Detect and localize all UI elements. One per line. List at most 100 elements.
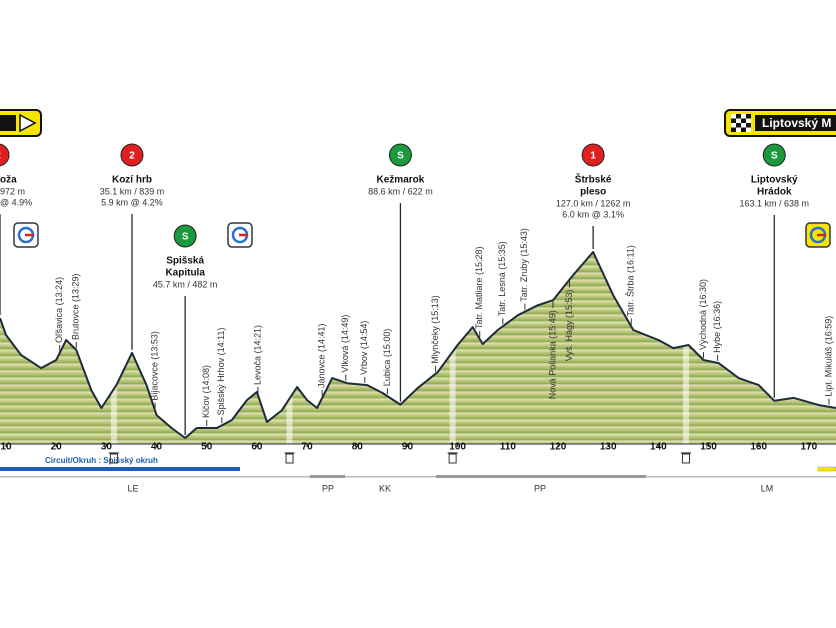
- place-label: Klčov (14:08): [201, 365, 211, 418]
- start-arrow: [19, 113, 37, 133]
- circuit-label: Circuit/Okruh : Spišský okruh: [45, 456, 158, 465]
- summit-info: 163.1 km / 638 m: [740, 198, 810, 208]
- zone-label: LE: [127, 483, 138, 493]
- x-tick-label: 60: [251, 442, 263, 453]
- x-tick-label: 70: [302, 442, 314, 453]
- x-tick-label: 130: [600, 442, 617, 453]
- category-label: S: [771, 151, 778, 162]
- x-tick-label: 40: [151, 442, 163, 453]
- start-inner: [0, 115, 16, 131]
- category-badge: [388, 143, 412, 167]
- place-label: Mlynčeky (15:13): [430, 295, 440, 364]
- summit-name: Hrádok: [757, 187, 792, 198]
- summit-name: oža: [0, 175, 17, 186]
- finish-inner: [755, 115, 836, 131]
- summit-name: pleso: [580, 187, 606, 198]
- place-label: Levoča (14:21): [252, 325, 262, 385]
- trash-body: [681, 453, 690, 464]
- summit-info: 88.6 km / 622 m: [368, 186, 433, 196]
- elevation-area: [0, 252, 836, 444]
- category-label: 1: [590, 151, 596, 162]
- place-label: Tatr. Štrba (16:11): [626, 245, 636, 316]
- zone-label: PP: [322, 483, 334, 493]
- place-label: Vrbov (14:54): [359, 321, 369, 375]
- zone-label: KK: [379, 483, 391, 493]
- place-label: Tatr. Lesná (15:35): [497, 241, 507, 316]
- category-badge: [581, 143, 605, 167]
- zone-seg: [436, 475, 646, 478]
- finish-checks: [731, 114, 751, 132]
- zone-seg: [310, 475, 345, 478]
- place-label: Lipt. Mikuláš (16:59): [823, 316, 833, 397]
- place-label: Východná (16:30): [698, 279, 708, 350]
- place-label: Bijacovce (13:53): [149, 331, 159, 401]
- elevation-line: [0, 251, 836, 439]
- x-tick-label: 90: [402, 442, 414, 453]
- place-label: Tatr. Zruby (15:43): [519, 228, 529, 302]
- place-label: Oľšavica (13:24): [54, 277, 64, 343]
- trash-icon: [680, 452, 691, 464]
- summit-info: 127.0 km / 1262 m: [556, 198, 631, 208]
- finish-flag: [731, 114, 751, 132]
- x-tick-label: 120: [550, 442, 567, 453]
- place-label: Ľubica (15:00): [382, 329, 392, 387]
- summit-name: Kežmarok: [377, 175, 425, 186]
- summit-name: Štrbské: [575, 173, 612, 186]
- x-tick-label: 110: [500, 442, 517, 453]
- trash-body: [448, 453, 457, 464]
- category-badge: [0, 143, 10, 167]
- feed-zone: [682, 345, 689, 444]
- summit-name: Kozí hrb: [112, 175, 152, 186]
- circuit-bar: [0, 467, 240, 471]
- summit-info: 5.9 km @ 4.2%: [101, 197, 163, 207]
- summit-info: 35.1 km / 839 m: [100, 186, 165, 196]
- summit-info: @ 4.9%: [0, 197, 32, 207]
- x-tick-label: 150: [700, 442, 717, 453]
- x-tick-label: 10: [0, 442, 12, 453]
- finish-label: Liptovský M: [762, 116, 831, 130]
- place-label: Brutovce (13:29): [71, 273, 81, 340]
- summit-name: Spišská: [166, 256, 204, 267]
- feed-zone: [110, 385, 117, 444]
- category-label: 2: [0, 151, 1, 162]
- x-tick-label: 80: [352, 442, 364, 453]
- trash-body: [109, 453, 118, 464]
- x-tick-label: 20: [51, 442, 63, 453]
- summit-name: Kapitula: [165, 268, 205, 279]
- x-tick-label: 50: [201, 442, 213, 453]
- trash-body: [285, 453, 294, 464]
- place-label: Tatr. Matliare (15:28): [474, 246, 484, 329]
- category-label: 2: [129, 151, 135, 162]
- place-label: Vlková (14:49): [340, 315, 350, 373]
- place-label: Spišský Hrhov (14:11): [216, 327, 226, 415]
- finish-zone: [817, 466, 836, 472]
- x-tick-label: 100: [449, 442, 466, 453]
- category-badge: [173, 224, 197, 248]
- summit-info: 45.7 km / 482 m: [153, 279, 218, 289]
- feed-zone: [449, 345, 456, 444]
- summit-name: Liptovský: [751, 175, 798, 186]
- x-tick-label: 170: [801, 442, 818, 453]
- x-tick-label: 30: [101, 442, 113, 453]
- category-badge: [120, 143, 144, 167]
- trash-icon: [447, 452, 458, 464]
- category-label: S: [397, 151, 404, 162]
- summit-info: 972 m: [0, 186, 25, 196]
- sprint-icons: [13, 222, 831, 248]
- place-label: Jánovce (14:41): [317, 323, 327, 388]
- x-tick-label: 160: [750, 442, 767, 453]
- x-tick-label: 140: [650, 442, 667, 453]
- zone-label: LM: [761, 483, 774, 493]
- feed-zone: [286, 386, 293, 444]
- zone-line: [0, 476, 836, 478]
- place-label: Hybe (16:36): [712, 301, 722, 353]
- trash-icon: [108, 452, 119, 464]
- zone-label: PP: [534, 483, 546, 493]
- category-label: S: [182, 232, 189, 243]
- category-badge: [762, 143, 786, 167]
- trash-icon: [284, 452, 295, 464]
- summit-info: 6.0 km @ 3.1%: [562, 209, 624, 219]
- place-label: Vyš. Hágy (15:53): [564, 290, 574, 362]
